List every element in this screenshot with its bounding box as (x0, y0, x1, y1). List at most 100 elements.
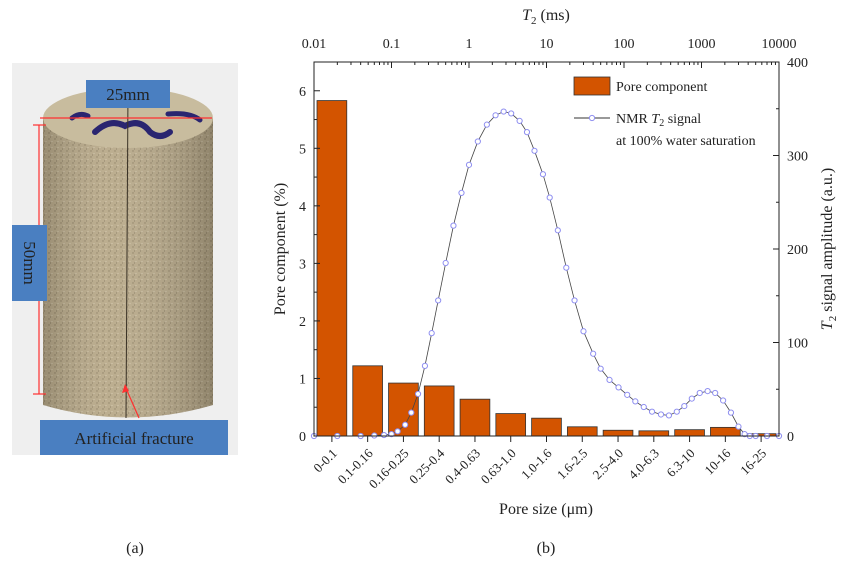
left-y-tick-label: 6 (299, 85, 306, 100)
legend-line-label: NMR T2 signal (616, 112, 701, 129)
bar-4.0-6.3 (638, 430, 670, 437)
nmr-data-point (458, 189, 465, 196)
nmr-curve-group (310, 108, 783, 440)
nmr-data-point (632, 398, 639, 405)
nmr-data-point (720, 397, 727, 404)
height-label-box (12, 225, 47, 301)
bar-0.4-0.63 (459, 398, 491, 437)
width-label-box (86, 80, 170, 108)
x-tick-label: 1.0-1.6 (518, 445, 555, 482)
nmr-curve-line (314, 111, 779, 437)
top-x-tick-label: 0.1 (383, 37, 401, 52)
bar-0-0.1 (316, 100, 348, 437)
legend: Pore component NMR T2 signal at 100% wat… (573, 76, 756, 149)
panel-a-label: (a) (126, 540, 144, 557)
bar-10-16 (710, 426, 741, 437)
x-tick-label: 0.16-0.25 (366, 446, 412, 492)
x-tick-label: 0-0.1 (310, 446, 340, 476)
top-x-tick-label: 100 (614, 37, 635, 52)
top-x-tick-label: 1000 (688, 37, 716, 52)
nmr-data-point (624, 391, 631, 398)
nmr-data-point (712, 389, 719, 397)
x-tick-label: 0.63-1.0 (478, 446, 519, 487)
nmr-data-point (688, 395, 695, 402)
right-y-tick-label: 100 (787, 337, 808, 352)
x-tick-label: 10-16 (701, 445, 733, 477)
nmr-data-point (421, 362, 429, 369)
legend-bar-swatch (573, 76, 611, 96)
left-y-tick-label: 2 (299, 315, 306, 330)
left-y-tick-label: 1 (299, 372, 306, 387)
nmr-data-point (571, 297, 578, 304)
top-axis-title: T2 (ms) (522, 7, 570, 27)
nmr-data-point (388, 431, 395, 438)
bar-0.25-0.4 (423, 385, 455, 437)
x-tick-label: 0.25-0.4 (406, 445, 448, 487)
rock-sample-photo: 25mm 50mm Artificial fracture (12, 63, 238, 455)
nmr-data-point (673, 408, 680, 415)
x-tick-label: 6.3-10 (663, 446, 697, 480)
bar-2.5-4.0 (602, 429, 634, 437)
bar-0.16-0.25 (388, 382, 419, 437)
x-tick-label: 16-25 (737, 446, 769, 478)
x-tick-label: 1.6-2.5 (554, 446, 591, 483)
nmr-data-point (696, 389, 703, 397)
x-tick-label: 0.4-0.63 (442, 446, 483, 487)
nmr-data-point (665, 412, 673, 419)
nmr-data-point (402, 421, 409, 428)
nmr-data-point (516, 117, 523, 125)
top-x-tick-label: 10 (540, 37, 554, 52)
left-y-tick-label: 3 (299, 257, 306, 272)
width-label: 25mm (106, 85, 149, 104)
nmr-data-point (428, 330, 435, 337)
right-y-tick-label: 200 (787, 243, 808, 258)
legend-line-label-2: at 100% water saturation (616, 134, 756, 149)
left-y-tick-label: 4 (299, 200, 306, 215)
nmr-data-point (539, 171, 547, 178)
left-y-tick-label: 5 (299, 142, 306, 157)
panel-b-label: (b) (537, 540, 556, 557)
nmr-data-point (554, 227, 561, 234)
fracture-label: Artificial fracture (74, 429, 193, 448)
nmr-data-point (474, 138, 481, 145)
nmr-data-point (531, 147, 538, 154)
bar-6.3-10 (674, 429, 705, 437)
fracture-line (125, 89, 129, 419)
nmr-data-point (523, 129, 531, 136)
nmr-data-point (606, 376, 613, 383)
marker-ink (92, 120, 173, 139)
nmr-data-point (450, 222, 457, 229)
top-x-tick-label: 1 (466, 37, 473, 52)
nmr-data-point (597, 365, 604, 372)
bar-1.0-1.6 (531, 417, 562, 437)
nmr-data-point (640, 403, 647, 411)
nmr-data-point (648, 408, 656, 415)
nmr-data-point (546, 194, 553, 201)
bar-0.63-1.0 (495, 413, 527, 437)
nmr-data-point (492, 112, 499, 119)
plot-frame (313, 61, 780, 437)
nmr-data-point (590, 350, 597, 357)
nmr-data-point (704, 388, 711, 395)
nmr-data-point (741, 431, 748, 438)
bars-group (316, 100, 777, 437)
x-tick-label: 2.5-4.0 (590, 446, 627, 483)
nmr-data-point (681, 402, 688, 410)
x-tick-label: 4.0-6.3 (625, 446, 662, 483)
nmr-data-point (414, 390, 422, 398)
bar-0.1-0.16 (352, 365, 383, 437)
nmr-data-point (380, 431, 388, 439)
legend-bar-label: Pore component (616, 80, 707, 95)
fracture-label-box (40, 420, 228, 455)
nmr-data-point (394, 428, 401, 435)
nmr-data-point (727, 409, 735, 416)
nmr-data-point (500, 108, 507, 115)
right-y-tick-label: 0 (787, 430, 794, 445)
right-y-tick-label: 300 (787, 150, 808, 165)
nmr-data-point (580, 328, 587, 335)
pore-distribution-chart: 0-0.10.1-0.160.16-0.250.25-0.40.4-0.630.… (272, 7, 839, 518)
nmr-data-point (408, 409, 415, 416)
nmr-data-point (508, 110, 515, 117)
nmr-data-point (483, 121, 490, 128)
